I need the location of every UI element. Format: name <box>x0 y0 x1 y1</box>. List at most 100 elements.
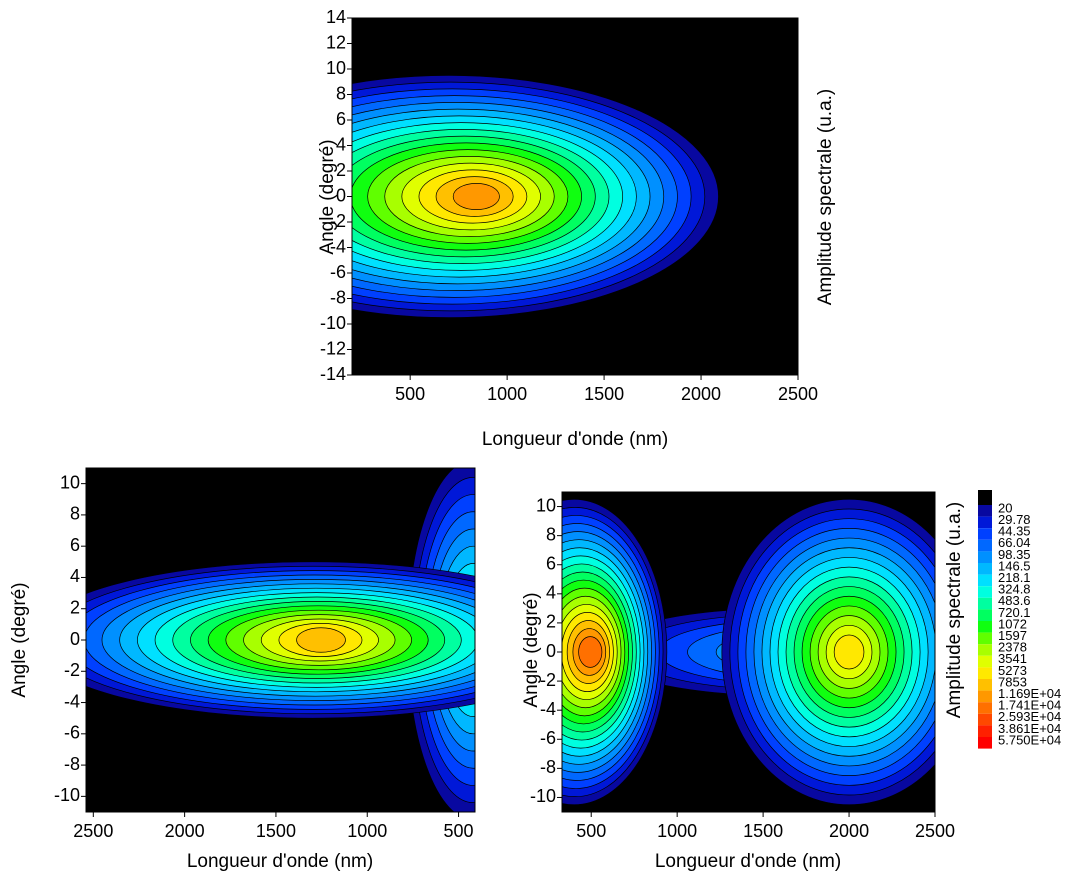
colorbar-label: 720.1 <box>998 605 1031 620</box>
colorbar-label: 2.593E+04 <box>998 709 1061 724</box>
x-tick-label: 2500 <box>73 821 113 841</box>
colorbar-label: 29.78 <box>998 512 1031 527</box>
colorbar-swatch <box>978 539 992 552</box>
colorbar-swatch <box>978 725 992 737</box>
y-tick-label: -6 <box>64 723 80 743</box>
x-tick-label: 2500 <box>778 384 818 404</box>
colorbar-swatch <box>978 528 992 540</box>
contour-level <box>578 636 603 668</box>
colorbar-swatch <box>978 574 992 587</box>
contour-level <box>833 634 865 670</box>
colorbar-swatch <box>978 679 992 691</box>
colorbar-label: 1.741E+04 <box>998 698 1061 713</box>
x-tick-label: 500 <box>444 821 474 841</box>
x-tick-label: 1500 <box>743 821 783 841</box>
colorbar-swatch <box>978 505 992 517</box>
colorbar-below <box>978 490 992 505</box>
y-tick-label: 0 <box>70 629 80 649</box>
colorbar-label: 1597 <box>998 628 1027 643</box>
y2-axis-label: Amplitude spectrale (u.a.) <box>944 502 965 719</box>
x-tick-label: 500 <box>395 384 425 404</box>
y-tick-label: 10 <box>326 58 346 78</box>
y-tick-label: 2 <box>546 612 556 632</box>
colorbar-label: 98.35 <box>998 547 1031 562</box>
y-axis-label: Angle (degré) <box>317 139 338 254</box>
x-tick-label: 1500 <box>584 384 624 404</box>
colorbar-swatch <box>978 737 992 749</box>
y-tick-label: 0 <box>546 641 556 661</box>
y-axis-label: Angle (degré) <box>521 592 542 707</box>
y-tick-label: 10 <box>536 495 556 515</box>
colorbar-label: 5.750E+04 <box>998 732 1061 747</box>
colorbar-label: 2378 <box>998 640 1027 655</box>
x-tick-label: 1500 <box>256 821 296 841</box>
x-axis-label: Longueur d'onde (nm) <box>482 429 668 450</box>
x-axis-label: Longueur d'onde (nm) <box>655 851 841 872</box>
colorbar-swatch <box>978 690 992 703</box>
y-tick-label: 8 <box>336 83 346 103</box>
y-tick-label: 2 <box>336 160 346 180</box>
colorbar-swatch <box>978 597 992 610</box>
colorbar-label: 1072 <box>998 616 1027 631</box>
colorbar-label: 66.04 <box>998 535 1031 550</box>
y-axis-label: Angle (degré) <box>9 582 30 697</box>
colorbar-swatch <box>978 667 992 679</box>
colorbar-swatch <box>978 644 992 656</box>
contour-field <box>562 492 935 812</box>
colorbar-swatch <box>978 586 992 598</box>
y-tick-label: 4 <box>546 583 556 603</box>
y-tick-label: 12 <box>326 32 346 52</box>
y-tick-label: 4 <box>70 566 80 586</box>
x-tick-label: 1000 <box>347 821 387 841</box>
colorbar-swatch <box>978 655 992 668</box>
colorbar-swatch <box>978 551 992 563</box>
y-tick-label: 6 <box>70 535 80 555</box>
contour-level <box>296 627 346 653</box>
colorbar-label: 324.8 <box>998 582 1031 597</box>
y-tick-label: -2 <box>330 211 346 231</box>
y-tick-label: -4 <box>64 691 80 711</box>
y-tick-label: -6 <box>540 728 556 748</box>
colorbar-swatch <box>978 563 992 575</box>
y-tick-label: 14 <box>326 7 346 27</box>
contour-level <box>452 183 500 210</box>
y-tick-label: 8 <box>70 504 80 524</box>
y-tick-label: 8 <box>546 524 556 544</box>
y-tick-label: -8 <box>330 287 346 307</box>
colorbar-label: 146.5 <box>998 558 1031 573</box>
y-tick-label: -10 <box>530 786 556 806</box>
colorbar-swatch <box>978 632 992 645</box>
y-tick-label: 6 <box>336 109 346 129</box>
y-tick-label: -2 <box>540 670 556 690</box>
y-tick-label: -8 <box>540 757 556 777</box>
colorbar-label: 218.1 <box>998 570 1031 585</box>
colorbar-swatch <box>978 516 992 529</box>
colorbar-swatch <box>978 621 992 633</box>
contour-field <box>352 18 798 375</box>
x-tick-label: 1000 <box>487 384 527 404</box>
y-tick-label: -8 <box>64 754 80 774</box>
colorbar-swatch <box>978 702 992 714</box>
y-tick-label: -10 <box>54 785 80 805</box>
colorbar-label: 1.169E+04 <box>998 686 1061 701</box>
y-tick-label: -4 <box>540 699 556 719</box>
colorbar-label: 3.861E+04 <box>998 721 1061 736</box>
y-tick-label: -4 <box>330 236 346 256</box>
y-tick-label: -14 <box>320 364 346 384</box>
y-tick-label: 0 <box>336 185 346 205</box>
contour-field <box>86 468 475 812</box>
x-tick-label: 1000 <box>657 821 697 841</box>
y-tick-label: -2 <box>64 660 80 680</box>
y-tick-label: 10 <box>60 472 80 492</box>
y-tick-label: -12 <box>320 338 346 358</box>
y-tick-label: 6 <box>546 553 556 573</box>
y-tick-label: 2 <box>70 597 80 617</box>
y2-axis-label: Amplitude spectrale (u.a.) <box>815 89 836 306</box>
colorbar-label: 20 <box>998 500 1012 515</box>
x-tick-label: 2000 <box>681 384 721 404</box>
colorbar-swatch <box>978 713 992 726</box>
colorbar-label: 5273 <box>998 663 1027 678</box>
x-tick-label: 2000 <box>829 821 869 841</box>
colorbar-label: 3541 <box>998 651 1027 666</box>
x-axis-label: Longueur d'onde (nm) <box>187 851 373 872</box>
